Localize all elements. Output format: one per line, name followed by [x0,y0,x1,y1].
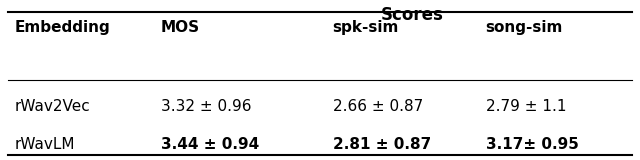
Text: 3.32 ± 0.96: 3.32 ± 0.96 [161,99,251,114]
Text: Embedding: Embedding [14,20,110,35]
Text: song-sim: song-sim [486,20,563,35]
Text: rWavLM: rWavLM [14,137,75,152]
Text: 3.44 ± 0.94: 3.44 ± 0.94 [161,137,259,152]
Text: 2.79 ± 1.1: 2.79 ± 1.1 [486,99,566,114]
Text: spk-sim: spk-sim [333,20,399,35]
Text: 3.17± 0.95: 3.17± 0.95 [486,137,579,152]
Text: 2.66 ± 0.87: 2.66 ± 0.87 [333,99,423,114]
Text: Scores: Scores [381,6,444,24]
Text: MOS: MOS [161,20,200,35]
Text: rWav2Vec: rWav2Vec [14,99,90,114]
Text: 2.81 ± 0.87: 2.81 ± 0.87 [333,137,431,152]
